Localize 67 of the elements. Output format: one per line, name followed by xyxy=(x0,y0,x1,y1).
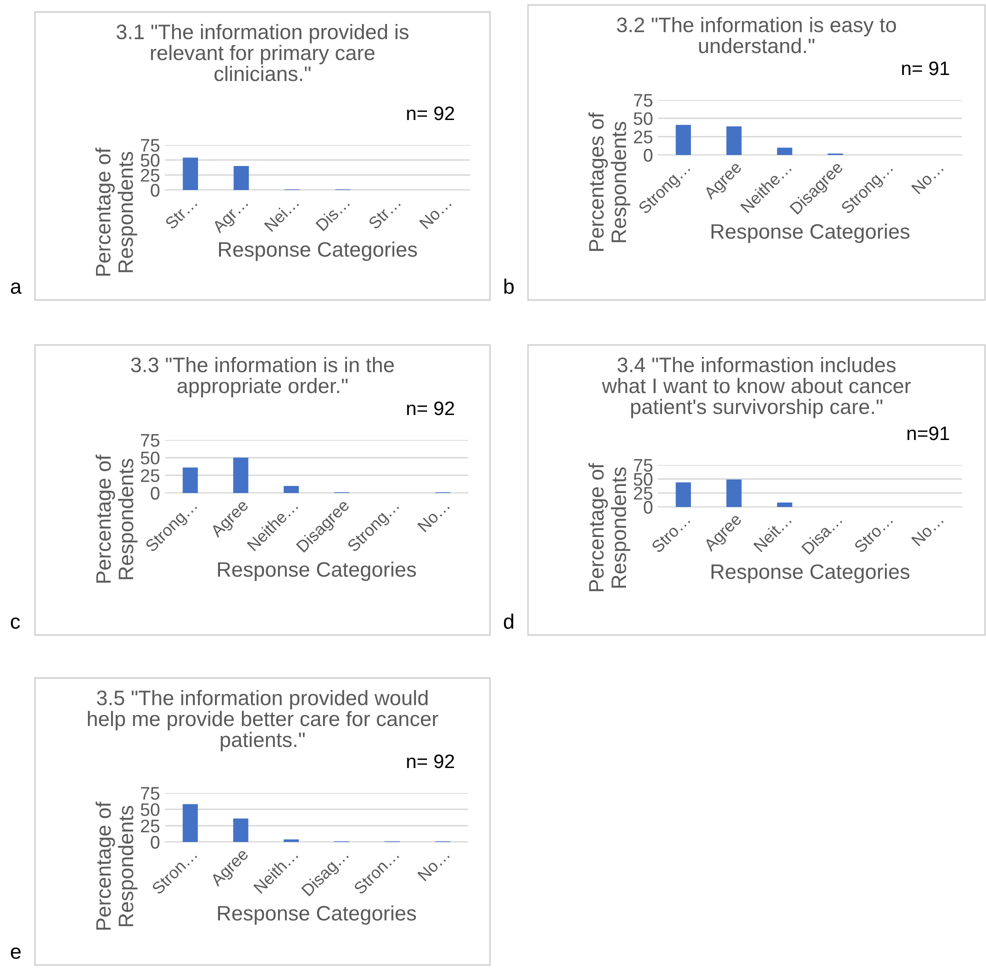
x-tick-label: Str… xyxy=(368,196,401,230)
x-tick-label: Dis… xyxy=(315,196,350,232)
x-tick-label: Str… xyxy=(164,196,198,230)
text: b xyxy=(504,278,514,294)
text: n= 92 xyxy=(407,401,454,416)
x-axis-title: Response Categories xyxy=(219,242,417,261)
y-tick-label: 25 xyxy=(140,820,160,832)
y-tick-label: 50 xyxy=(140,452,160,464)
y-tick-label: 50 xyxy=(140,803,160,816)
y-tick-label: 50 xyxy=(140,154,160,167)
x-tick-label: No… xyxy=(417,848,450,882)
x-tick-label: No… xyxy=(911,514,944,546)
y-tick-label: 0 xyxy=(644,148,652,162)
bar xyxy=(284,486,299,493)
x-tick-label: No… xyxy=(417,500,450,532)
y-tick-label: 50 xyxy=(634,112,652,126)
text: c xyxy=(10,617,20,629)
x-axis-title: Response Categories xyxy=(218,905,416,925)
y-tick-label: 75 xyxy=(140,787,160,800)
chart-title: 3.5 "The information provided would help me provide better care for cancer patients." xyxy=(88,690,438,752)
y-axis-title: Percentage of Respondents xyxy=(96,802,138,930)
text: a xyxy=(10,282,22,294)
bar xyxy=(676,482,691,507)
bar xyxy=(233,818,248,842)
text: d xyxy=(504,614,514,629)
x-axis-title: Response Categories xyxy=(712,224,910,243)
bar xyxy=(726,126,742,155)
bar xyxy=(284,839,299,842)
chart-title: 3.4 "The informastion includes what I want to know about cancer patient's survivorship care." xyxy=(602,357,911,418)
x-axis-title: Response Categories xyxy=(218,562,416,581)
bar xyxy=(182,804,198,842)
bar xyxy=(233,458,248,493)
y-tick-label: 50 xyxy=(634,472,652,486)
y-tick-label: 0 xyxy=(150,184,160,197)
y-tick-label: 25 xyxy=(140,469,160,482)
y-tick-label: 0 xyxy=(150,486,160,500)
y-tick-label: 0 xyxy=(644,500,652,514)
y-tick-label: 75 xyxy=(634,94,652,107)
y-axis-title: Percentages of Respondents xyxy=(588,112,630,251)
x-axis-title: Response Categories xyxy=(712,564,910,584)
y-tick-label: 75 xyxy=(140,139,160,152)
text: n= 92 xyxy=(407,106,454,120)
y-tick-label: 25 xyxy=(140,168,160,182)
bar xyxy=(182,468,198,493)
bar xyxy=(777,148,792,155)
bar xyxy=(726,480,742,507)
y-tick-label: 25 xyxy=(634,486,652,500)
bar xyxy=(777,502,792,507)
x-tick-label: No… xyxy=(911,162,944,194)
y-axis-title: Percentage of Respondents xyxy=(588,463,630,592)
y-tick-label: 75 xyxy=(634,459,652,472)
chart-title: 3.1 "The information provided is relevant for primary care clinicians." xyxy=(116,24,408,82)
chart-title: 3.2 "The information is easy to understand." xyxy=(616,17,896,54)
text: n=91 xyxy=(907,426,950,440)
bar xyxy=(182,158,198,190)
x-tick-label: No… xyxy=(419,196,452,230)
chart-title: 3.3 "The information is in the appropriate order." xyxy=(131,357,394,398)
y-axis-title: Percentage of Respondents xyxy=(96,454,138,583)
y-tick-label: 25 xyxy=(634,130,652,144)
bar xyxy=(234,166,249,190)
text: n= 92 xyxy=(407,754,454,768)
bar xyxy=(676,124,691,155)
y-tick-label: 0 xyxy=(150,836,160,849)
y-axis-title: Percentage of Respondents xyxy=(95,148,138,276)
y-tick-label: 75 xyxy=(140,434,160,447)
text: n= 91 xyxy=(902,61,950,76)
text: e xyxy=(10,947,21,959)
